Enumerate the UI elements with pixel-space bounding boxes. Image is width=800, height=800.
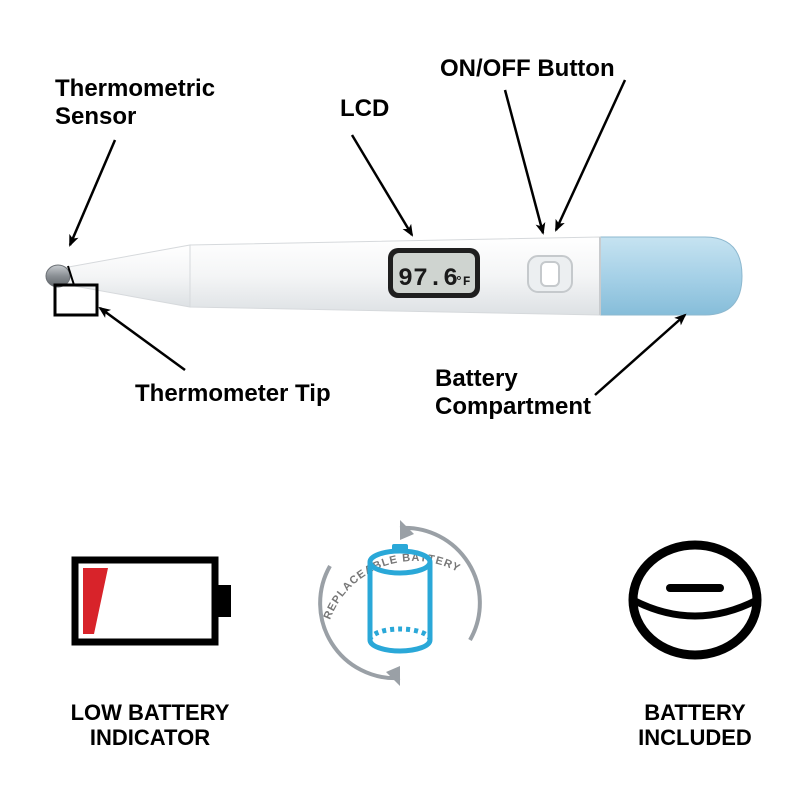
lcd-unit: °F: [455, 274, 471, 289]
diagram-svg: 97.6 °F: [0, 0, 800, 800]
on-off-button: [528, 256, 572, 292]
diagram-canvas: ThermometricSensor LCD ON/OFF Button The…: [0, 0, 800, 800]
svg-text:REPLACEABLE BATTERY: REPLACEABLE BATTERY: [322, 552, 463, 621]
low-battery-icon: [75, 560, 231, 642]
replaceable-battery-text: REPLACEABLE BATTERY: [322, 552, 463, 621]
lcd-value: 97.6: [398, 264, 458, 293]
lcd-display: 97.6 °F: [388, 248, 480, 298]
replaceable-battery-icon: REPLACEABLE BATTERY: [320, 520, 480, 686]
coin-cell-icon: [633, 545, 757, 655]
thermometer-illustration: 97.6 °F: [46, 237, 742, 315]
